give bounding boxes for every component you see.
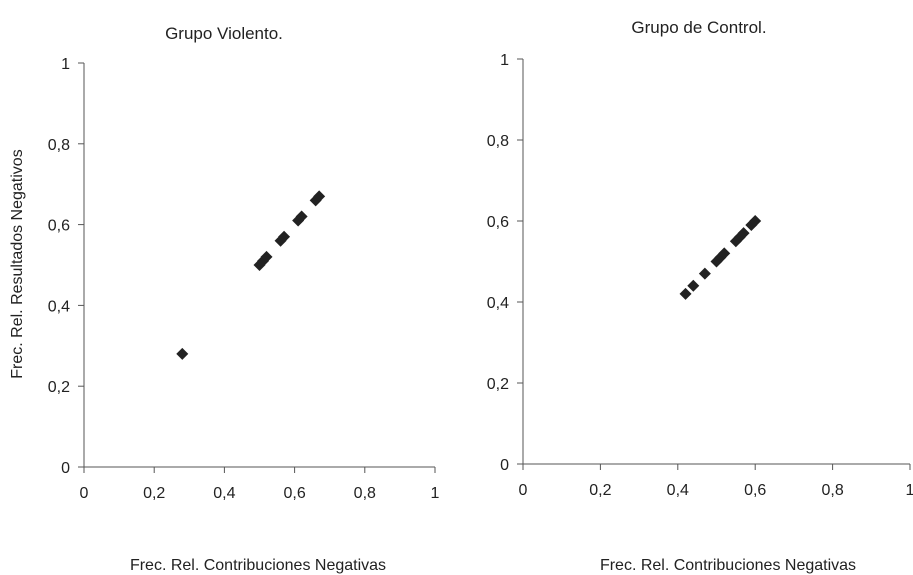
data-point — [260, 250, 273, 263]
y-tick-label: 1 — [500, 52, 509, 69]
x-axis-label: Frec. Rel. Contribuciones Negativas — [130, 557, 386, 574]
data-points — [679, 215, 762, 300]
x-tick-label: 0,6 — [744, 482, 766, 499]
x-tick-label: 0,2 — [589, 482, 611, 499]
data-point — [718, 247, 731, 260]
x-tick-label: 0 — [519, 482, 528, 499]
data-point — [295, 210, 308, 223]
x-tick-label: 0,8 — [821, 482, 843, 499]
x-tick-label: 0 — [80, 485, 89, 502]
data-point — [257, 254, 270, 267]
y-tick-label: 0,8 — [487, 133, 509, 150]
x-tick-label: 0,4 — [213, 485, 235, 502]
data-point — [278, 230, 291, 243]
y-tick-label: 0,6 — [48, 218, 70, 235]
y-tick-label: 0,4 — [487, 295, 509, 312]
y-axis-label: Frec. Rel. Resultados Negativos — [9, 149, 26, 378]
y-tick-label: 0,6 — [487, 214, 509, 231]
y-tick-label: 0,2 — [48, 379, 70, 396]
y-tick-label: 0 — [500, 457, 509, 474]
y-tick-label: 0 — [61, 460, 70, 477]
x-tick-label: 0,6 — [283, 485, 305, 502]
data-point — [714, 251, 727, 264]
chart-grupo-violento: Grupo Violento. Frec. Rel. Resultados Ne… — [9, 24, 440, 574]
x-tick-label: 0,2 — [143, 485, 165, 502]
x-tick-label: 0,8 — [354, 485, 376, 502]
x-tick-label: 1 — [431, 485, 440, 502]
data-point — [176, 347, 189, 360]
axis-ticks: 0 0,2 0,4 0,6 0,8 1 0 0,2 0,4 0,6 0,8 1 — [487, 52, 913, 499]
y-tick-label: 1 — [61, 56, 70, 73]
y-tick-label: 0,2 — [487, 376, 509, 393]
data-point — [737, 227, 750, 240]
data-points — [176, 190, 326, 360]
y-tick-label: 0,8 — [48, 137, 70, 154]
data-point — [698, 267, 711, 280]
x-axis-label: Frec. Rel. Contribuciones Negativas — [600, 557, 856, 574]
data-point — [679, 287, 692, 300]
y-tick-label: 0,4 — [48, 298, 70, 315]
data-point — [749, 215, 762, 227]
chart-title: Grupo Violento. — [165, 24, 283, 43]
chart-grupo-de-control: Grupo de Control. Frec. Rel. Contribucio… — [487, 18, 913, 574]
data-point — [687, 279, 700, 292]
data-point — [313, 190, 326, 203]
axis-ticks: 0 0,2 0,4 0,6 0,8 1 0 0,2 0,4 0,6 0,8 1 — [48, 56, 440, 502]
chart-title: Grupo de Control. — [631, 18, 766, 37]
x-tick-label: 1 — [906, 482, 913, 499]
x-tick-label: 0,4 — [667, 482, 689, 499]
